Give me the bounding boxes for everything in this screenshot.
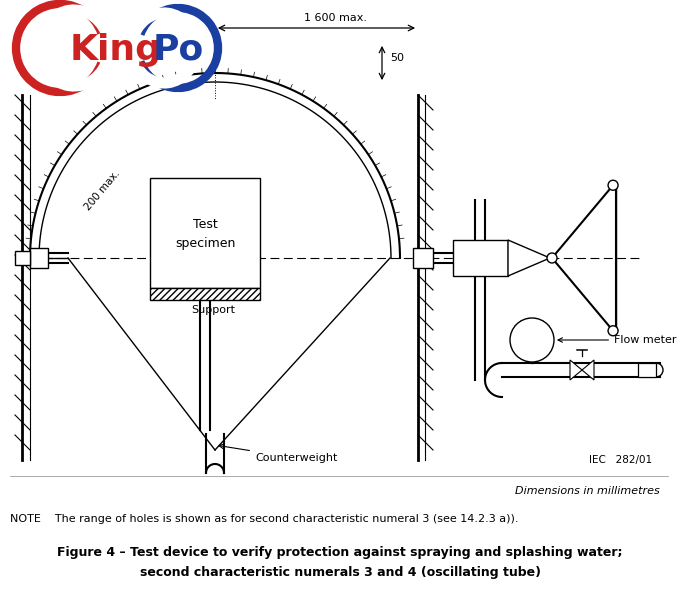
Text: Po: Po bbox=[152, 33, 203, 67]
Text: IEC   282/01: IEC 282/01 bbox=[589, 455, 652, 465]
Polygon shape bbox=[508, 240, 550, 276]
Text: second characteristic numerals 3 and 4 (oscillating tube): second characteristic numerals 3 and 4 (… bbox=[139, 566, 541, 579]
Circle shape bbox=[608, 326, 618, 336]
Polygon shape bbox=[582, 360, 594, 380]
Text: specimen: specimen bbox=[175, 237, 235, 251]
Bar bbox=[638, 363, 656, 377]
Text: Flow meter: Flow meter bbox=[558, 335, 677, 345]
Text: King: King bbox=[70, 33, 162, 67]
Bar bbox=[150, 178, 260, 288]
Text: 50: 50 bbox=[390, 53, 404, 63]
Bar bbox=[30, 248, 48, 268]
Text: 1 600 max.: 1 600 max. bbox=[303, 13, 367, 23]
Circle shape bbox=[608, 180, 618, 190]
Bar bbox=[453, 240, 508, 276]
Circle shape bbox=[547, 253, 557, 263]
Text: Dimensions in millimetres: Dimensions in millimetres bbox=[515, 486, 660, 496]
Bar bbox=[413, 248, 433, 268]
Polygon shape bbox=[570, 360, 582, 380]
Circle shape bbox=[510, 318, 554, 362]
Text: Test: Test bbox=[192, 217, 218, 231]
Bar bbox=[150, 288, 260, 300]
Text: Support: Support bbox=[191, 305, 235, 315]
Bar bbox=[15, 251, 30, 265]
Text: Figure 4 – Test device to verify protection against spraying and splashing water: Figure 4 – Test device to verify protect… bbox=[57, 546, 623, 559]
Text: 200 max.: 200 max. bbox=[82, 168, 122, 212]
Text: NOTE    The range of holes is shown as for second characteristic numeral 3 (see : NOTE The range of holes is shown as for … bbox=[10, 514, 518, 524]
Text: Counterweight: Counterweight bbox=[219, 444, 337, 463]
